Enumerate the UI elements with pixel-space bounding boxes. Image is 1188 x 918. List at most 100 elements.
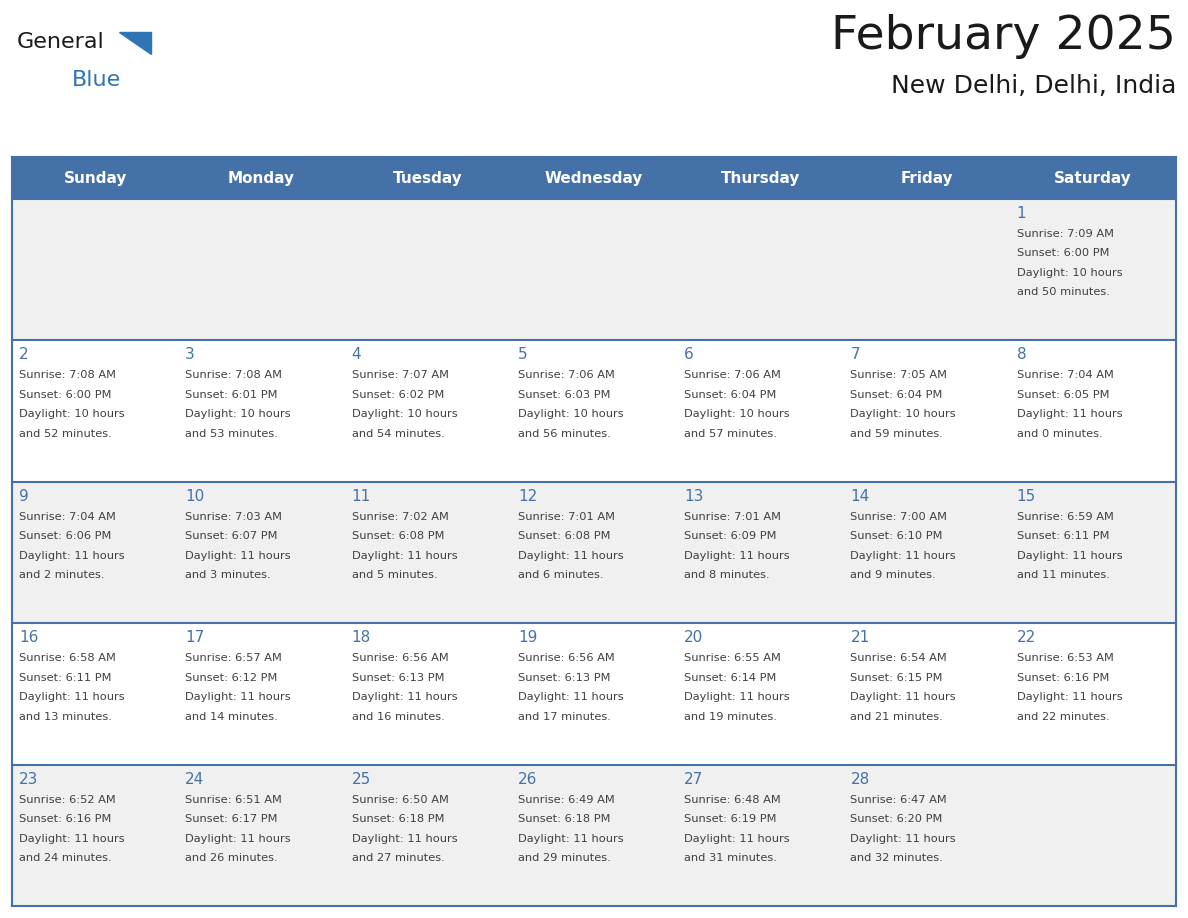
Text: Sunset: 6:12 PM: Sunset: 6:12 PM xyxy=(185,673,278,683)
Text: Sunset: 6:13 PM: Sunset: 6:13 PM xyxy=(352,673,444,683)
Bar xyxy=(677,157,843,199)
Bar xyxy=(12,482,1176,623)
Text: and 11 minutes.: and 11 minutes. xyxy=(1017,570,1110,580)
Text: and 56 minutes.: and 56 minutes. xyxy=(518,429,611,439)
Text: Sunset: 6:04 PM: Sunset: 6:04 PM xyxy=(684,390,777,400)
Text: Sunrise: 6:49 AM: Sunrise: 6:49 AM xyxy=(518,795,614,804)
Text: and 54 minutes.: and 54 minutes. xyxy=(352,429,444,439)
Text: Sunrise: 7:04 AM: Sunrise: 7:04 AM xyxy=(1017,370,1113,380)
Text: Sunset: 6:14 PM: Sunset: 6:14 PM xyxy=(684,673,777,683)
Text: 4: 4 xyxy=(352,347,361,363)
Text: Sunset: 6:07 PM: Sunset: 6:07 PM xyxy=(185,532,278,542)
Text: Sunset: 6:11 PM: Sunset: 6:11 PM xyxy=(1017,532,1110,542)
Text: Daylight: 11 hours: Daylight: 11 hours xyxy=(352,692,457,702)
Text: and 14 minutes.: and 14 minutes. xyxy=(185,711,278,722)
Text: and 32 minutes.: and 32 minutes. xyxy=(851,853,943,863)
Text: and 50 minutes.: and 50 minutes. xyxy=(1017,287,1110,297)
Text: 15: 15 xyxy=(1017,488,1036,504)
Text: Sunrise: 7:03 AM: Sunrise: 7:03 AM xyxy=(185,512,283,521)
Text: Daylight: 11 hours: Daylight: 11 hours xyxy=(684,692,790,702)
Text: Daylight: 11 hours: Daylight: 11 hours xyxy=(518,834,624,844)
Text: and 31 minutes.: and 31 minutes. xyxy=(684,853,777,863)
Text: and 22 minutes.: and 22 minutes. xyxy=(1017,711,1110,722)
Text: and 6 minutes.: and 6 minutes. xyxy=(518,570,604,580)
Text: Daylight: 11 hours: Daylight: 11 hours xyxy=(518,551,624,561)
Text: Sunrise: 7:02 AM: Sunrise: 7:02 AM xyxy=(352,512,448,521)
Text: Daylight: 11 hours: Daylight: 11 hours xyxy=(851,551,956,561)
Text: and 53 minutes.: and 53 minutes. xyxy=(185,429,278,439)
Text: Wednesday: Wednesday xyxy=(545,171,643,185)
Text: Daylight: 11 hours: Daylight: 11 hours xyxy=(1017,409,1123,420)
Text: Sunset: 6:19 PM: Sunset: 6:19 PM xyxy=(684,814,777,824)
Text: 17: 17 xyxy=(185,630,204,645)
Text: Sunrise: 6:58 AM: Sunrise: 6:58 AM xyxy=(19,654,116,663)
Text: Sunrise: 6:56 AM: Sunrise: 6:56 AM xyxy=(518,654,614,663)
Text: Sunset: 6:03 PM: Sunset: 6:03 PM xyxy=(518,390,611,400)
Text: and 17 minutes.: and 17 minutes. xyxy=(518,711,611,722)
Text: Sunset: 6:01 PM: Sunset: 6:01 PM xyxy=(185,390,278,400)
Text: Sunrise: 7:01 AM: Sunrise: 7:01 AM xyxy=(684,512,782,521)
Text: Sunrise: 7:06 AM: Sunrise: 7:06 AM xyxy=(684,370,781,380)
Text: Sunrise: 7:08 AM: Sunrise: 7:08 AM xyxy=(19,370,116,380)
Text: and 3 minutes.: and 3 minutes. xyxy=(185,570,271,580)
Text: Sunset: 6:18 PM: Sunset: 6:18 PM xyxy=(518,814,611,824)
Text: and 52 minutes.: and 52 minutes. xyxy=(19,429,112,439)
Text: Daylight: 10 hours: Daylight: 10 hours xyxy=(684,409,790,420)
Text: Sunset: 6:05 PM: Sunset: 6:05 PM xyxy=(1017,390,1110,400)
Text: Sunrise: 6:47 AM: Sunrise: 6:47 AM xyxy=(851,795,947,804)
Text: Daylight: 11 hours: Daylight: 11 hours xyxy=(19,692,125,702)
Bar xyxy=(345,157,511,199)
Text: Sunrise: 7:06 AM: Sunrise: 7:06 AM xyxy=(518,370,614,380)
Text: Daylight: 11 hours: Daylight: 11 hours xyxy=(352,834,457,844)
Text: and 24 minutes.: and 24 minutes. xyxy=(19,853,112,863)
Text: 2: 2 xyxy=(19,347,29,363)
Text: 25: 25 xyxy=(352,772,371,787)
Text: and 26 minutes.: and 26 minutes. xyxy=(185,853,278,863)
Text: Sunset: 6:11 PM: Sunset: 6:11 PM xyxy=(19,673,112,683)
Text: Daylight: 11 hours: Daylight: 11 hours xyxy=(851,692,956,702)
Text: Daylight: 11 hours: Daylight: 11 hours xyxy=(352,551,457,561)
Text: 1: 1 xyxy=(1017,206,1026,221)
Text: and 27 minutes.: and 27 minutes. xyxy=(352,853,444,863)
Text: Sunrise: 7:00 AM: Sunrise: 7:00 AM xyxy=(851,512,947,521)
Text: Daylight: 10 hours: Daylight: 10 hours xyxy=(518,409,624,420)
Text: Daylight: 11 hours: Daylight: 11 hours xyxy=(185,551,291,561)
Text: New Delhi, Delhi, India: New Delhi, Delhi, India xyxy=(891,74,1176,98)
Text: and 5 minutes.: and 5 minutes. xyxy=(352,570,437,580)
Text: Daylight: 11 hours: Daylight: 11 hours xyxy=(518,692,624,702)
Bar xyxy=(843,157,1010,199)
Text: 26: 26 xyxy=(518,772,537,787)
Text: Sunset: 6:00 PM: Sunset: 6:00 PM xyxy=(1017,249,1110,259)
Text: Daylight: 10 hours: Daylight: 10 hours xyxy=(851,409,956,420)
Text: Daylight: 11 hours: Daylight: 11 hours xyxy=(851,834,956,844)
Text: Daylight: 11 hours: Daylight: 11 hours xyxy=(19,551,125,561)
Text: Saturday: Saturday xyxy=(1054,171,1132,185)
Text: 18: 18 xyxy=(352,630,371,645)
Polygon shape xyxy=(119,32,151,54)
Text: 22: 22 xyxy=(1017,630,1036,645)
Bar xyxy=(12,765,1176,906)
Text: Sunrise: 7:01 AM: Sunrise: 7:01 AM xyxy=(518,512,615,521)
Text: and 16 minutes.: and 16 minutes. xyxy=(352,711,444,722)
Text: Sunrise: 7:05 AM: Sunrise: 7:05 AM xyxy=(851,370,947,380)
Text: Daylight: 11 hours: Daylight: 11 hours xyxy=(19,834,125,844)
Text: 11: 11 xyxy=(352,488,371,504)
Text: Daylight: 10 hours: Daylight: 10 hours xyxy=(185,409,291,420)
Text: Friday: Friday xyxy=(901,171,953,185)
Text: Sunrise: 6:52 AM: Sunrise: 6:52 AM xyxy=(19,795,115,804)
Bar xyxy=(12,157,178,199)
Text: Sunset: 6:08 PM: Sunset: 6:08 PM xyxy=(518,532,611,542)
Text: 8: 8 xyxy=(1017,347,1026,363)
Text: Daylight: 10 hours: Daylight: 10 hours xyxy=(19,409,125,420)
Text: 14: 14 xyxy=(851,488,870,504)
Text: Sunset: 6:17 PM: Sunset: 6:17 PM xyxy=(185,814,278,824)
Text: 27: 27 xyxy=(684,772,703,787)
Text: Sunset: 6:20 PM: Sunset: 6:20 PM xyxy=(851,814,943,824)
Text: 10: 10 xyxy=(185,488,204,504)
Text: Daylight: 11 hours: Daylight: 11 hours xyxy=(185,834,291,844)
Text: Sunset: 6:13 PM: Sunset: 6:13 PM xyxy=(518,673,611,683)
Bar xyxy=(12,199,1176,341)
Text: and 19 minutes.: and 19 minutes. xyxy=(684,711,777,722)
Text: February 2025: February 2025 xyxy=(832,14,1176,59)
Text: Sunrise: 6:57 AM: Sunrise: 6:57 AM xyxy=(185,654,283,663)
